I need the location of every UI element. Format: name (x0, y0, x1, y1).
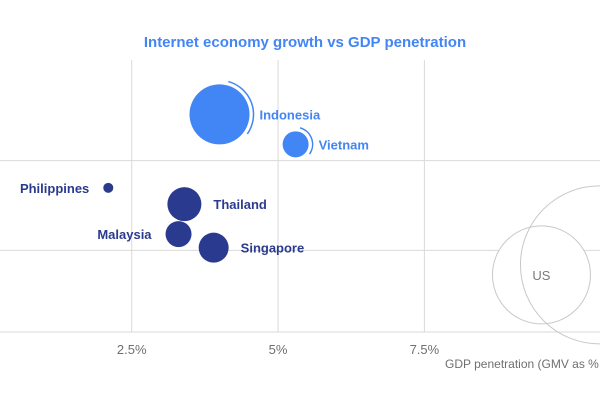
label-philippines: Philippines (20, 181, 89, 196)
bubble-malaysia (165, 221, 192, 248)
bubble-us (491, 225, 591, 325)
chart-title: Internet economy growth vs GDP penetrati… (144, 34, 466, 51)
bubble-thailand (167, 187, 202, 222)
bubble-singapore (198, 232, 229, 263)
bubble-vietnam (282, 131, 309, 158)
x-axis-label: GDP penetration (GMV as % of GDP) (445, 357, 600, 371)
growth-arc-indonesia (228, 80, 255, 135)
label-indonesia: Indonesia (260, 107, 321, 122)
label-vietnam: Vietnam (319, 137, 369, 152)
x-axis-ticks: 2.5% 5% 7.5% (117, 342, 440, 357)
growth-arc-vietnam (299, 127, 314, 155)
bubble-secondary-outline (519, 185, 600, 345)
label-thailand: Thailand (213, 197, 267, 212)
x-tick-label: 7.5% (410, 342, 440, 357)
label-singapore: Singapore (241, 241, 305, 256)
bubble-philippines (103, 182, 114, 193)
x-tick-label: 5% (269, 342, 288, 357)
x-tick-label: 2.5% (117, 342, 147, 357)
label-malaysia: Malaysia (97, 227, 152, 242)
bubble-indonesia (189, 84, 250, 145)
label-us: US (532, 268, 550, 283)
bubbles: Indonesia Vietnam Philippines Thailand Malay… (20, 80, 600, 345)
